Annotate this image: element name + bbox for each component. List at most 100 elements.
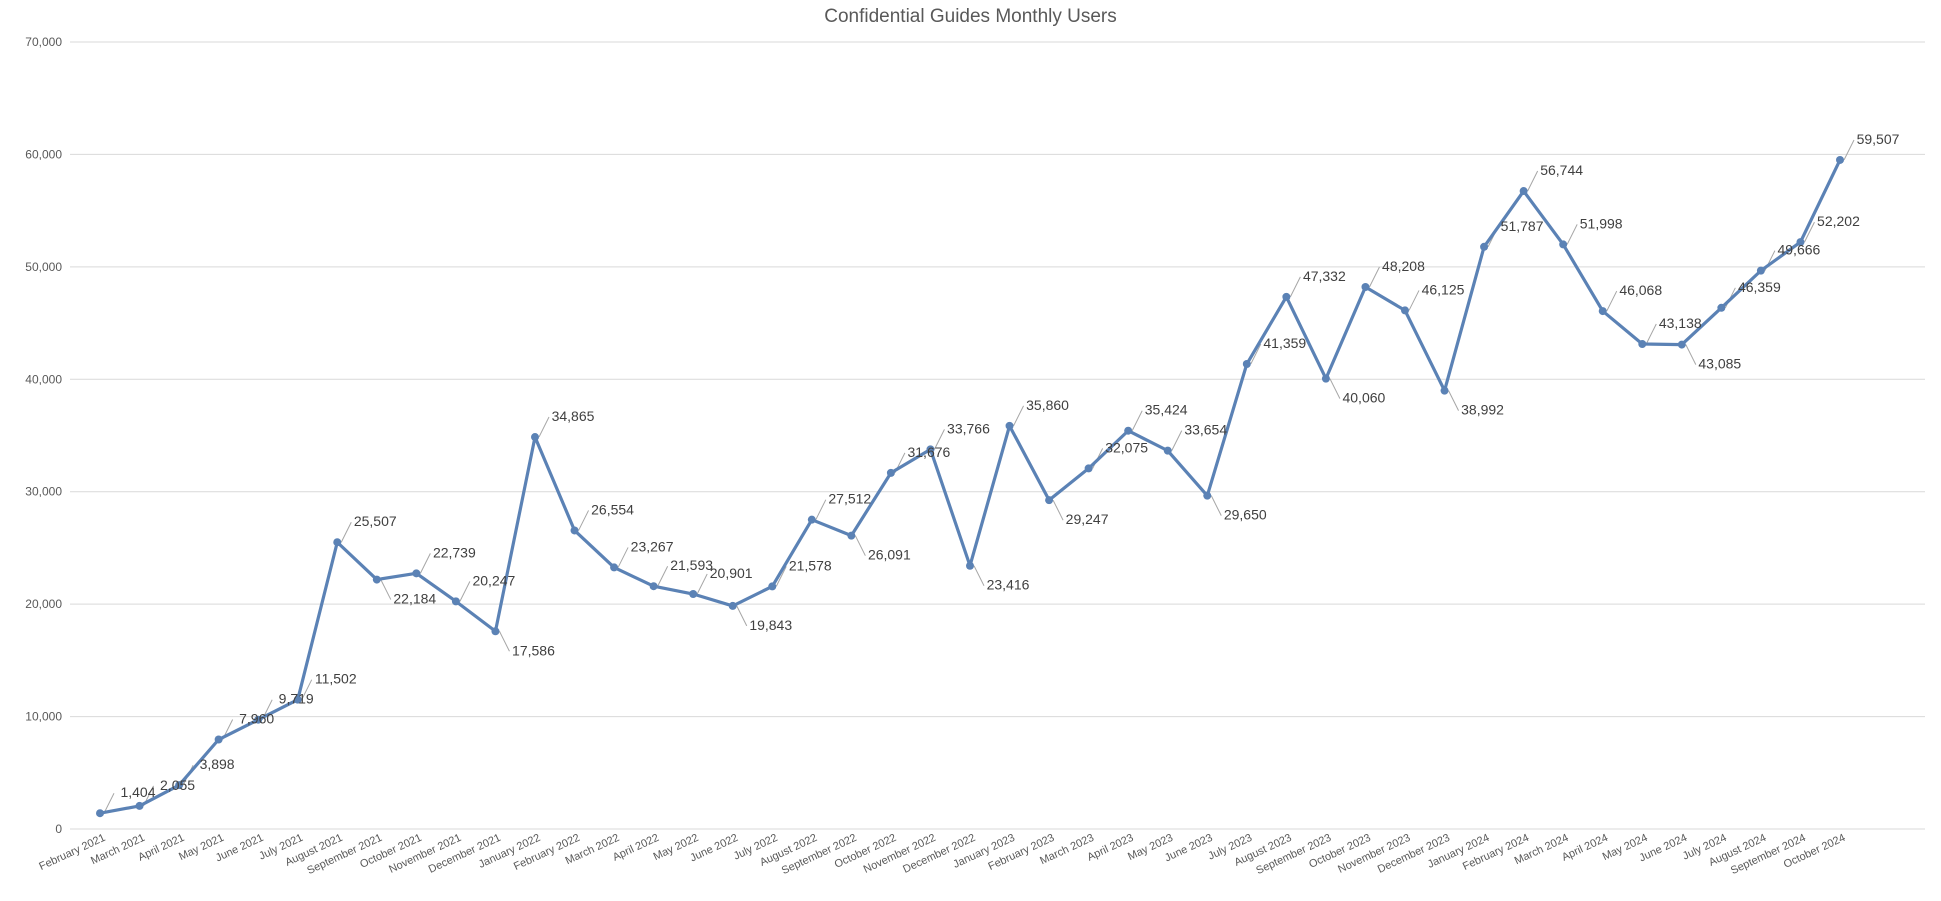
leader-line <box>579 510 589 530</box>
data-label: 46,359 <box>1738 279 1781 295</box>
leader-line <box>460 581 470 601</box>
leader-line <box>1132 411 1142 431</box>
y-tick-label: 40,000 <box>25 372 62 386</box>
data-label: 59,507 <box>1857 131 1900 147</box>
data-point <box>1322 375 1330 383</box>
leader-line <box>1409 290 1419 310</box>
series-line <box>100 160 1840 813</box>
series-line-group <box>100 160 1840 813</box>
data-point <box>531 433 539 441</box>
data-label: 22,184 <box>393 591 436 607</box>
data-label: 9,719 <box>279 691 314 707</box>
data-point <box>808 516 816 524</box>
data-point <box>1401 306 1409 314</box>
y-tick-label: 30,000 <box>25 485 62 499</box>
gridlines <box>70 42 1925 829</box>
data-label: 27,512 <box>828 491 871 507</box>
leader-line <box>1211 496 1221 516</box>
data-point <box>1717 304 1725 312</box>
data-point <box>452 597 460 605</box>
leader-line <box>1330 379 1340 399</box>
leader-line <box>1646 324 1656 344</box>
leader-line <box>1567 224 1577 244</box>
leader-line <box>658 566 668 586</box>
data-label: 26,554 <box>591 501 634 517</box>
leader-line <box>737 606 747 626</box>
data-label: 33,766 <box>947 420 990 436</box>
data-label: 35,424 <box>1145 402 1188 418</box>
data-point <box>1757 267 1765 275</box>
data-point <box>412 569 420 577</box>
leader-line <box>618 547 628 567</box>
data-point <box>136 802 144 810</box>
leader-line <box>499 631 509 651</box>
leader-line <box>1844 140 1854 160</box>
data-label: 2,055 <box>160 777 195 793</box>
data-point <box>571 526 579 534</box>
leader-line <box>816 500 826 520</box>
data-label: 48,208 <box>1382 258 1425 274</box>
data-label: 32,075 <box>1105 439 1148 455</box>
data-point <box>1006 422 1014 430</box>
leader-line <box>1172 431 1182 451</box>
data-point <box>1599 307 1607 315</box>
data-point <box>1559 240 1567 248</box>
data-point <box>966 562 974 570</box>
data-label: 17,586 <box>512 642 555 658</box>
leader-line <box>381 580 391 600</box>
data-label: 23,267 <box>631 538 674 554</box>
data-label: 7,960 <box>239 711 274 727</box>
data-point <box>1361 283 1369 291</box>
leader-line <box>1290 277 1300 297</box>
y-tick-label: 10,000 <box>25 710 62 724</box>
data-point <box>215 736 223 744</box>
y-tick-label: 20,000 <box>25 597 62 611</box>
data-label: 47,332 <box>1303 268 1346 284</box>
data-label: 20,247 <box>472 572 515 588</box>
data-label: 21,578 <box>789 557 832 573</box>
leader-line <box>539 417 549 437</box>
data-label: 41,359 <box>1263 335 1306 351</box>
data-label: 11,502 <box>315 671 357 687</box>
data-point <box>729 602 737 610</box>
leader-line <box>1686 345 1696 365</box>
data-label: 56,744 <box>1540 162 1583 178</box>
data-point <box>847 532 855 540</box>
y-tick-label: 70,000 <box>25 35 62 49</box>
leader-line <box>1014 406 1024 426</box>
leader-line <box>1607 291 1617 311</box>
data-point <box>1836 156 1844 164</box>
data-point <box>650 582 658 590</box>
data-point <box>333 538 341 546</box>
data-label: 43,085 <box>1698 356 1741 372</box>
data-point <box>1480 243 1488 251</box>
data-label: 40,060 <box>1342 390 1385 406</box>
data-point <box>1045 496 1053 504</box>
leader-line <box>1053 500 1063 520</box>
data-label: 49,666 <box>1777 242 1820 258</box>
data-point <box>373 576 381 584</box>
data-label: 22,739 <box>433 544 476 560</box>
data-point <box>1164 447 1172 455</box>
leader-line <box>974 566 984 586</box>
data-label: 23,416 <box>987 577 1030 593</box>
data-point <box>1678 341 1686 349</box>
data-label: 34,865 <box>552 408 595 424</box>
data-label: 21,593 <box>670 557 713 573</box>
y-tick-label: 0 <box>55 822 62 836</box>
data-point <box>1124 427 1132 435</box>
data-point <box>1520 187 1528 195</box>
data-point <box>1441 387 1449 395</box>
data-label: 25,507 <box>354 513 397 529</box>
data-point <box>689 590 697 598</box>
data-point <box>491 627 499 635</box>
data-label: 19,843 <box>749 617 792 633</box>
data-label: 26,091 <box>868 547 911 563</box>
data-point <box>610 563 618 571</box>
data-label: 43,138 <box>1659 315 1702 331</box>
data-label: 31,676 <box>907 444 950 460</box>
